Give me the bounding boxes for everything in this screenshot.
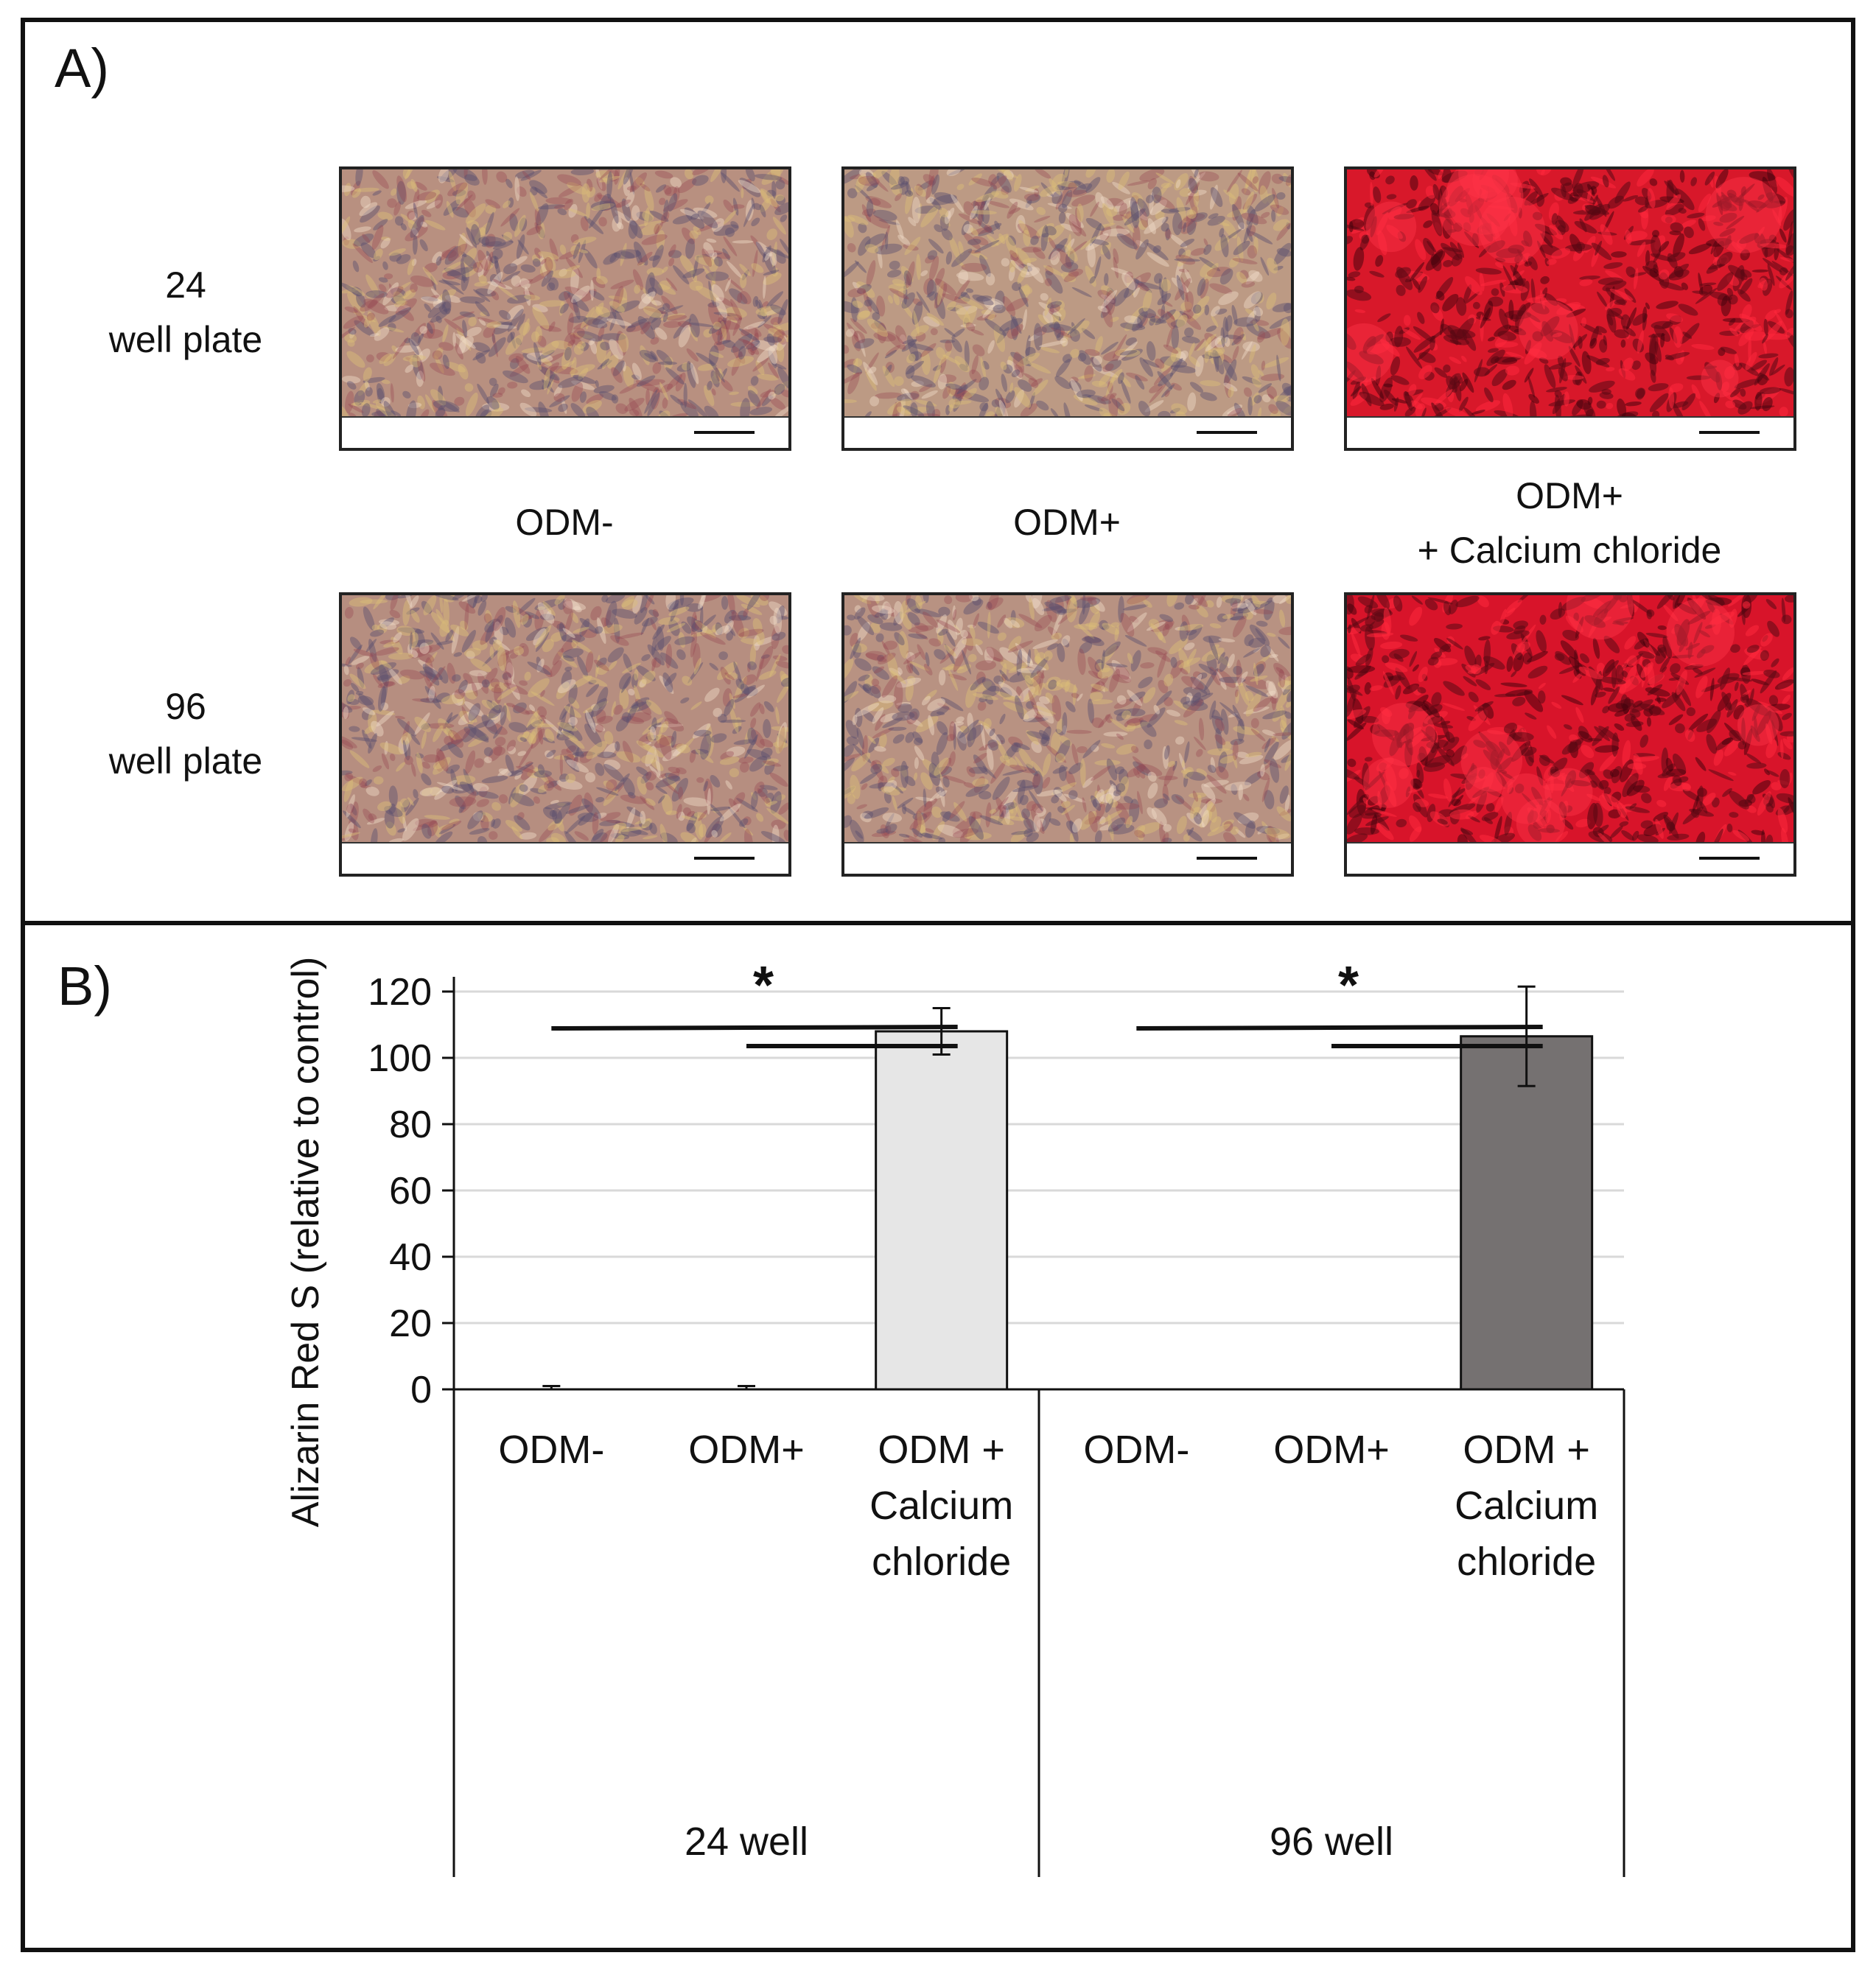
micrograph-96-odm-plus-calcium — [1344, 592, 1796, 877]
x-tick-label: ODM- — [1083, 1428, 1189, 1472]
column-label-odm-minus: ODM- — [515, 502, 614, 543]
panel-a: A) 24 well plate 96 well plate ODM- ODM+… — [21, 18, 1855, 925]
significance-line — [551, 1025, 958, 1031]
micrograph-96-odm-minus — [339, 592, 791, 877]
bar-chart: 0 20 40 60 80 100 120 Alizarin Red S (relative … — [284, 956, 1625, 1877]
bar — [875, 1030, 1009, 1391]
significance-line — [1136, 1025, 1543, 1031]
x-tick-label: ODM+ — [688, 1428, 805, 1472]
micrograph-24-odm-plus-calcium — [1344, 166, 1796, 451]
bar — [1460, 1035, 1594, 1391]
panel-b: B) 0 20 40 60 80 100 120 Alizarin Red S (relati… — [21, 921, 1855, 1952]
significance-star: * — [1338, 956, 1359, 1015]
x-tick-label: ODM+ — [1273, 1428, 1390, 1472]
significance-star: * — [753, 956, 774, 1015]
group-label: 96 well — [1270, 1820, 1393, 1864]
x-tick-label: ODM + Calcium chloride — [869, 1428, 1013, 1584]
y-tick-label: 20 — [389, 1302, 432, 1345]
column-label-odm-plus-calcium: ODM+ + Calcium chloride — [1417, 475, 1722, 571]
y-tick-label: 0 — [410, 1369, 432, 1411]
y-tick-label: 80 — [389, 1104, 432, 1146]
panel-a-label: A) — [55, 38, 109, 99]
x-tick-label: ODM + Calcium chloride — [1455, 1428, 1598, 1584]
micrograph-96-odm-plus — [841, 592, 1294, 877]
panel-b-label: B) — [57, 955, 112, 1017]
row-label-96-well: 96 well plate — [108, 686, 263, 782]
micrograph-24-odm-plus — [841, 166, 1294, 451]
y-axis-label: Alizarin Red S (relative to control) — [284, 957, 327, 1528]
column-label-odm-plus: ODM+ — [1013, 502, 1121, 543]
micrograph-24-odm-minus — [339, 166, 791, 451]
x-tick-label: ODM- — [498, 1428, 604, 1472]
y-tick-label: 60 — [389, 1170, 432, 1213]
y-tick-label: 40 — [389, 1236, 432, 1279]
y-tick-label: 100 — [368, 1037, 432, 1080]
y-tick-label: 120 — [368, 971, 432, 1014]
group-label: 24 well — [685, 1820, 808, 1864]
row-label-24-well: 24 well plate — [108, 264, 263, 360]
